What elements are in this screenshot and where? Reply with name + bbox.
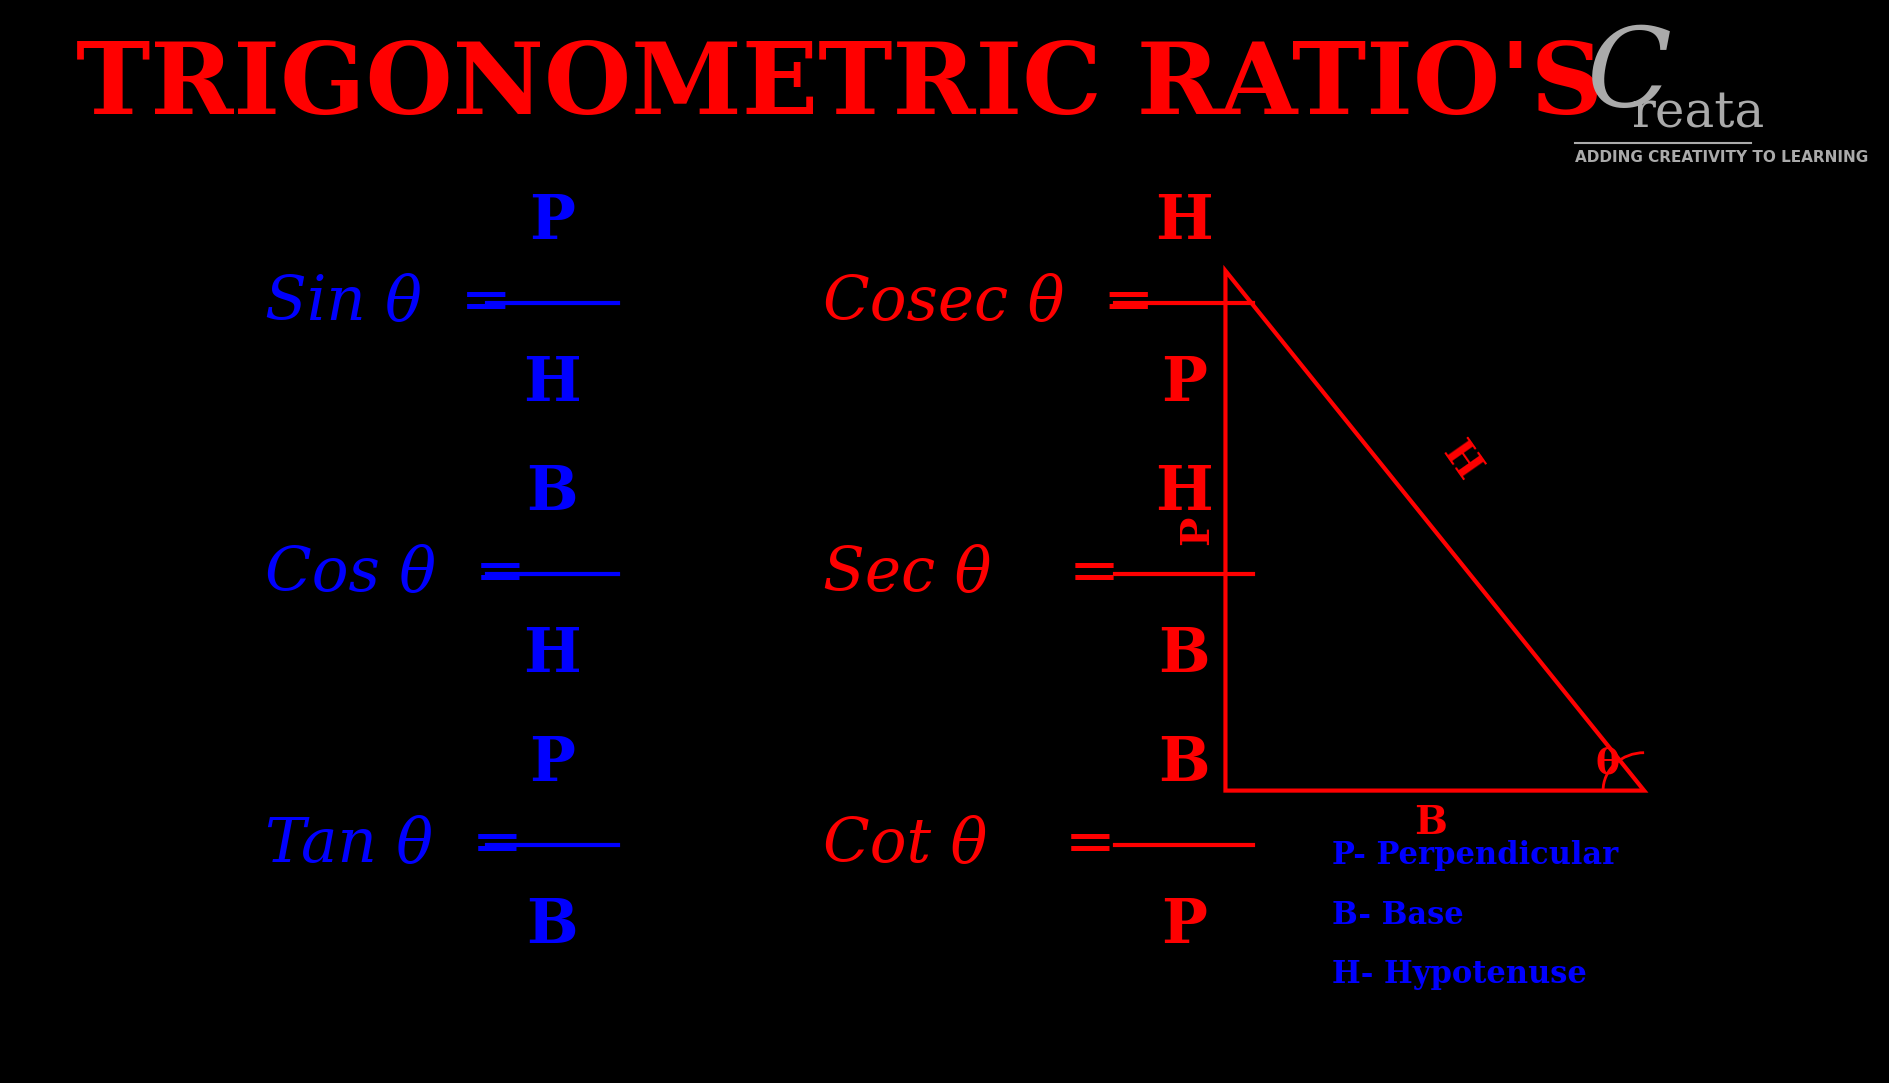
Text: B: B (1158, 733, 1209, 794)
Text: H- Hypotenuse: H- Hypotenuse (1332, 960, 1587, 990)
Text: H: H (1154, 462, 1213, 523)
Text: Cos θ  =: Cos θ = (264, 544, 525, 604)
Text: θ: θ (1594, 746, 1619, 781)
Text: Tan θ  =: Tan θ = (264, 814, 523, 875)
Text: B: B (1158, 625, 1209, 686)
Text: Sec θ    =: Sec θ = (824, 544, 1120, 604)
Text: B: B (527, 896, 578, 956)
Text: H: H (523, 625, 582, 686)
Text: P: P (1179, 516, 1217, 546)
Text: TRIGONOMETRIC RATIO'S: TRIGONOMETRIC RATIO'S (76, 38, 1602, 135)
Text: Cosec θ  =: Cosec θ = (824, 273, 1154, 334)
Text: C: C (1585, 22, 1670, 130)
Text: reata: reata (1630, 89, 1762, 139)
Text: ADDING CREATIVITY TO LEARNING: ADDING CREATIVITY TO LEARNING (1574, 149, 1868, 165)
Text: H: H (1434, 434, 1485, 486)
Text: P: P (529, 192, 574, 252)
Text: P: P (1162, 896, 1207, 956)
Text: Sin θ  =: Sin θ = (264, 273, 512, 334)
Text: Cot θ    =: Cot θ = (824, 814, 1116, 875)
Text: H: H (523, 354, 582, 415)
Text: P: P (1162, 354, 1207, 415)
Text: B: B (527, 462, 578, 523)
Text: P: P (529, 733, 574, 794)
Text: B: B (1413, 804, 1447, 843)
Text: H: H (1154, 192, 1213, 252)
Text: P- Perpendicular: P- Perpendicular (1332, 840, 1617, 871)
Text: B- Base: B- Base (1332, 900, 1464, 930)
